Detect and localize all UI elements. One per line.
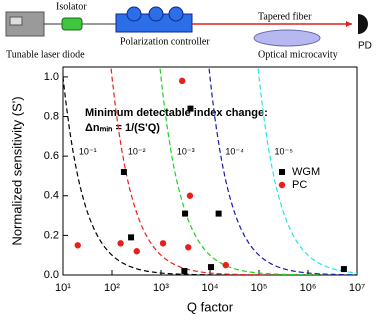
limit-curve	[208, 67, 357, 275]
paddle	[126, 6, 142, 22]
point	[208, 264, 215, 271]
point	[178, 77, 186, 85]
point	[215, 210, 222, 217]
annotation: Minimum detectable index change:	[85, 107, 268, 119]
x-tick-label: 10¹	[55, 282, 71, 294]
curve-label: 10⁻³	[177, 147, 195, 157]
point	[117, 240, 124, 247]
point	[120, 168, 127, 175]
setup-diagram: Tunable laser diode Isolator Polarizatio…	[5, 1, 372, 60]
x-tick-label: 10⁴	[202, 282, 219, 294]
y-tick-label: 0.2	[44, 229, 59, 241]
curve-label: 10⁻⁴	[225, 147, 244, 157]
x-axis-label: Q factor	[187, 299, 234, 314]
label: PD	[358, 41, 372, 52]
x-tick-label: 10²	[104, 282, 120, 294]
limit-curve	[257, 67, 357, 274]
x-tick-label: 10⁷	[349, 282, 365, 294]
paddle	[148, 6, 164, 22]
y-tick-label: 0.4	[44, 190, 59, 202]
point	[185, 244, 192, 251]
legend-label: WGM	[292, 166, 320, 178]
y-tick-label: 1.0	[44, 71, 59, 83]
curves	[63, 67, 357, 275]
microcavity	[253, 29, 321, 47]
y-tick-label: 0.0	[44, 269, 59, 281]
legend-marker	[278, 181, 286, 189]
label: Optical microcavity	[258, 49, 338, 60]
point	[74, 242, 81, 249]
annotation: Δnₘᵢₙ = 1/(S'Q)	[85, 122, 160, 134]
y-tick-label: 0.8	[44, 110, 59, 122]
point	[222, 261, 229, 269]
curve-label: 10⁻¹	[79, 147, 97, 157]
laser-display	[9, 16, 23, 26]
x-tick-label: 10⁶	[300, 282, 317, 294]
point	[181, 268, 188, 275]
arrow	[346, 21, 352, 27]
isolator-box	[61, 17, 83, 31]
paddle	[168, 6, 184, 22]
y-tick-label: 0.6	[44, 150, 59, 162]
legend-label: PC	[292, 179, 307, 191]
label: Tapered fiber	[258, 11, 312, 22]
limit-curve	[110, 67, 357, 275]
legend-marker	[279, 169, 285, 175]
point	[187, 105, 194, 112]
point	[186, 192, 194, 199]
point	[128, 234, 135, 241]
point	[159, 240, 167, 247]
label: Isolator	[56, 1, 87, 12]
y-axis-label: Normalized sensitivity (S')	[9, 96, 24, 245]
x-tick-label: 10⁵	[251, 282, 268, 294]
point	[340, 266, 347, 273]
label: Polarization controller	[120, 36, 210, 47]
limit-curve	[159, 67, 357, 275]
x-tick-label: 10³	[153, 282, 169, 294]
photodetector	[358, 14, 368, 34]
curve-label: 10⁻⁵	[275, 147, 294, 157]
point	[182, 210, 189, 217]
label: Tunable laser diode	[6, 49, 85, 60]
point	[133, 248, 140, 255]
limit-curve	[63, 71, 357, 275]
curve-label: 10⁻²	[128, 147, 146, 157]
